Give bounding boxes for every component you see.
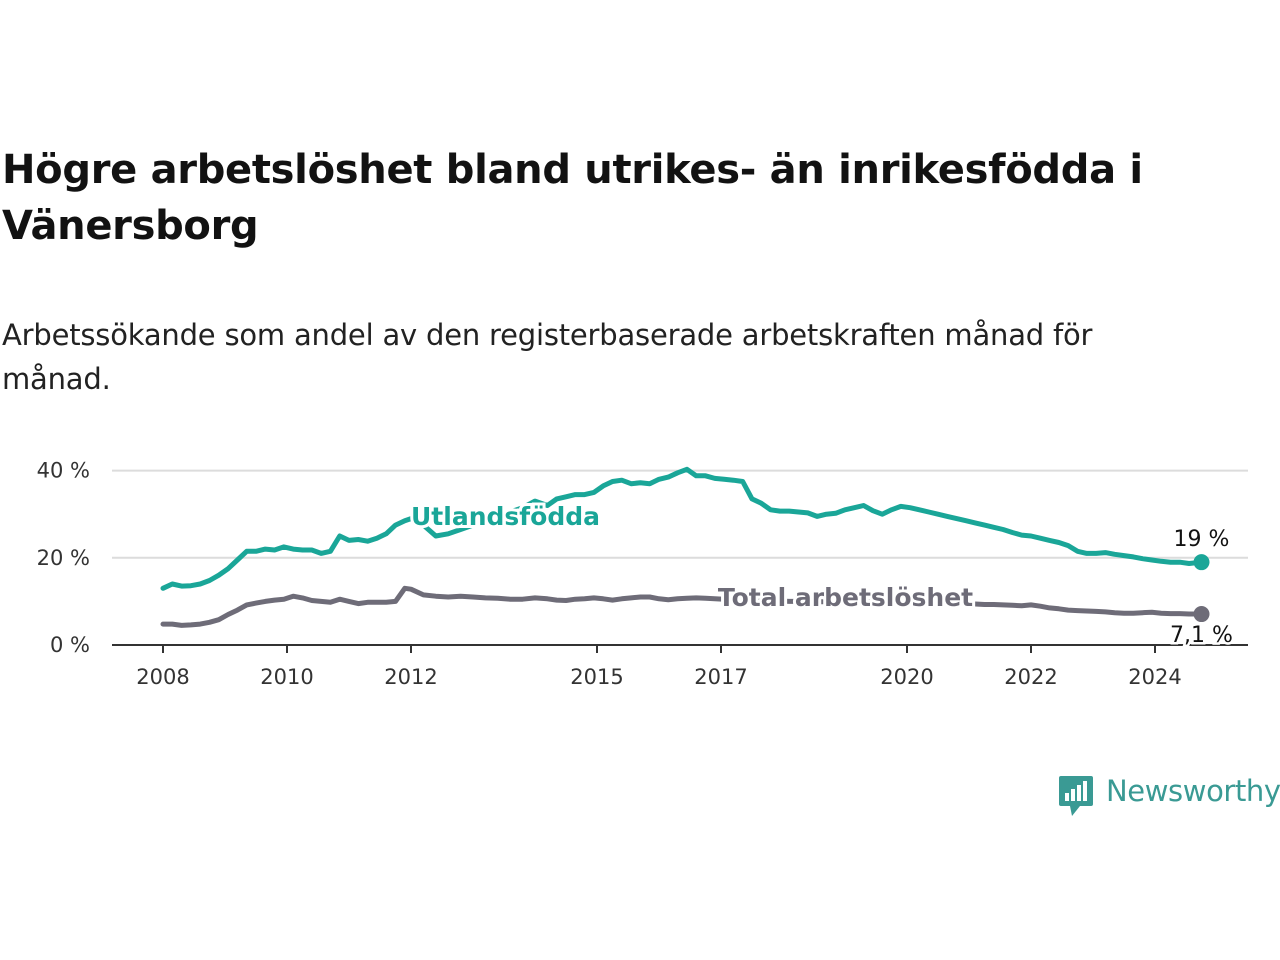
newsworthy-logo-icon [1059,776,1093,816]
line-chart: 0 % 20 % 40 % 2008 2010 2012 2015 2017 2020 2022 2… [37,459,1248,689]
utlandsfodda-end-label: 19 % [1174,527,1230,552]
series-labels: 19 % 7,1 % Utlandsfödda Total arbetslöshet [408,499,1235,650]
newsworthy-brand[interactable]: Newsworthy [1058,772,1280,818]
y-tick-label: 20 % [37,546,90,570]
y-tick-label: 0 % [50,633,90,657]
total-arbetsloshet-end-point [1193,606,1210,623]
x-tick-label: 2022 [1004,665,1057,689]
x-tick-label: 2015 [570,665,623,689]
chart-title: Högre arbetslöshet bland utrikes- än inr… [2,147,1143,249]
total-arbetsloshet-line [160,585,1204,628]
utlandsfodda-series-label: Utlandsfödda [411,502,600,531]
y-tick-label: 40 % [37,459,90,483]
utlandsfodda-end-point [1193,554,1210,571]
grid-lines: 0 % 20 % 40 % 2008 2010 2012 2015 2017 2020 2022 2… [37,459,1248,689]
total-arbetsloshet-end-label: 7,1 % [1170,623,1233,648]
series-lines [160,466,1210,628]
x-tick-label: 2012 [384,665,437,689]
x-tick-label: 2020 [880,665,933,689]
x-tick-label: 2024 [1128,665,1181,689]
brand-name: Newsworthy [1106,774,1280,808]
total-arbetsloshet-series-label: Total arbetslöshet [718,583,973,612]
chart-subtitle: Arbetssökande som andel av den registerb… [2,318,1093,396]
x-tick-label: 2008 [136,665,189,689]
utlandsfodda-line [160,466,1204,591]
x-tick-label: 2010 [260,665,313,689]
x-tick-label: 2017 [694,665,747,689]
